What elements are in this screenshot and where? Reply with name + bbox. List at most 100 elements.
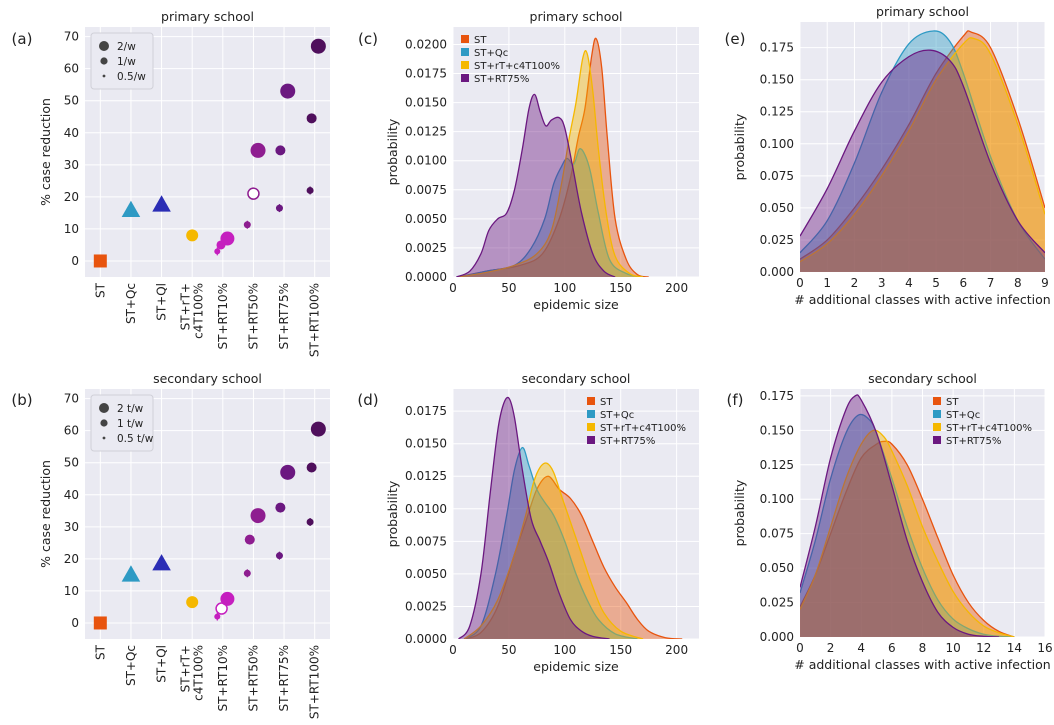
legend-label: ST+Qc — [946, 410, 980, 421]
data-point — [220, 591, 235, 606]
x-tick-label: 5 — [932, 276, 940, 290]
y-tick-label: 0 — [71, 254, 79, 268]
chart-title-f: secondary school — [868, 371, 977, 386]
data-point — [306, 462, 317, 473]
y-tick-label: 0.0025 — [405, 599, 447, 613]
y-tick-label: 0.050 — [760, 561, 794, 575]
x-tick-label: 50 — [501, 281, 516, 295]
legend-label: ST — [946, 397, 959, 408]
y-tick-label: 20 — [64, 552, 79, 566]
area-series-line — [800, 429, 1015, 637]
legend-swatch — [587, 423, 595, 431]
x-tick-label: 8 — [919, 641, 927, 655]
y-tick-label: 10 — [64, 584, 79, 598]
x-axis-label-e: # additional classes with active infecti… — [794, 292, 1050, 307]
x-tick-label: ST+rT+ — [179, 283, 193, 330]
area-series — [800, 30, 1045, 272]
chart-title-e: primary school — [876, 4, 969, 19]
panel-label-b: (b) — [11, 391, 32, 409]
x-tick-label: ST+Ql — [155, 283, 169, 321]
chart-title-c: primary school — [530, 9, 623, 24]
panel-e: (e) primary school probability 0.000 0.025 0.… — [725, 4, 1051, 307]
x-tick-label: ST+RT75% — [277, 283, 291, 349]
panel-d: (d) secondary school probability 0.0000 0.00… — [357, 371, 699, 674]
area-series — [464, 447, 638, 639]
data-point — [310, 38, 326, 54]
panel-label-a: (a) — [12, 30, 33, 48]
x-tick-label: 8 — [1014, 276, 1022, 290]
legend-marker — [100, 57, 108, 65]
legend-swatch — [461, 35, 469, 43]
area-series — [456, 94, 616, 277]
y-axis-label-d: probability — [385, 480, 400, 547]
x-tick-label: 10 — [945, 641, 960, 655]
area-series-line — [458, 148, 644, 277]
panel-label-e: (e) — [725, 30, 746, 48]
y-tick-label: 0 — [71, 616, 79, 630]
area-series-line — [800, 37, 1045, 263]
data-point — [93, 254, 107, 268]
x-tick-label: 9 — [1041, 276, 1049, 290]
legend-a: 2/w 1/w 0.5/w — [90, 32, 154, 90]
x-tick-label: 2 — [827, 641, 835, 655]
y-tick-label: 0.025 — [760, 233, 794, 247]
series-group-d — [458, 396, 683, 639]
y-tick-label: 0.125 — [760, 458, 794, 472]
data-point — [306, 113, 317, 124]
legend-swatch — [933, 397, 941, 405]
y-tick-label: 0.175 — [760, 389, 794, 403]
x-tick-label: 16 — [1037, 641, 1052, 655]
y-tick-label: 0.0075 — [405, 183, 447, 197]
area-series — [458, 397, 610, 639]
series-group-e — [800, 30, 1045, 272]
data-point — [280, 83, 296, 99]
data-point — [243, 569, 251, 577]
y-tick-label: 0.0150 — [405, 96, 447, 110]
panel-c: (c) primary school probability 0.0000 0.0025… — [358, 9, 699, 312]
area-series-line — [458, 50, 644, 277]
area-series-line — [456, 93, 616, 277]
data-point — [275, 552, 283, 560]
x-tick-label: 6 — [888, 641, 896, 655]
y-tick-label: 0.0100 — [405, 502, 447, 516]
data-point — [93, 616, 107, 630]
y-axis-label-e: probability — [732, 113, 747, 180]
area-series — [458, 148, 644, 277]
panel-label-f: (f) — [727, 391, 744, 409]
legend-label: ST+RT75% — [600, 436, 655, 447]
legend-marker — [99, 403, 109, 413]
x-tick-label: ST+Qc — [124, 645, 138, 686]
y-tick-label: 0.0175 — [405, 67, 447, 81]
legend-marker — [102, 436, 106, 440]
y-tick-label: 0.175 — [760, 41, 794, 55]
legend-label: ST+Qc — [600, 410, 634, 421]
area-series-line — [800, 30, 1045, 260]
y-tick-label: 40 — [64, 488, 79, 502]
y-tick-label: 0.150 — [760, 423, 794, 437]
data-point — [121, 200, 141, 218]
legend-label: 1/w — [117, 56, 136, 68]
y-tick-label: 0.0050 — [405, 212, 447, 226]
x-tick-label: ST+rT+ — [179, 645, 193, 692]
data-point — [152, 195, 171, 212]
x-tick-label: 3 — [878, 276, 886, 290]
legend-swatch — [587, 397, 595, 405]
area-series — [464, 462, 644, 639]
y-tick-label: 60 — [64, 62, 79, 76]
x-axis-label-c: epidemic size — [533, 297, 619, 312]
x-tick-label: 7 — [987, 276, 995, 290]
x-tick-label: ST+Ql — [155, 645, 169, 683]
y-tick-label: 0.075 — [760, 169, 794, 183]
legend-label: 0.5/w — [117, 71, 146, 83]
y-tick-label: 20 — [64, 190, 79, 204]
y-axis-label-c: probability — [385, 118, 400, 185]
x-tick-label: c4T100% — [192, 283, 206, 339]
series-group-f — [800, 394, 1015, 637]
x-tick-label: 0 — [796, 641, 804, 655]
legend-label: 2 t/w — [117, 403, 144, 415]
x-tick-label: 14 — [1007, 641, 1022, 655]
x-tick-label: ST+RT100% — [308, 645, 322, 719]
data-point — [306, 186, 314, 194]
legend-f: ST ST+Qc ST+rT+c4T100% ST+RT75% — [933, 397, 1032, 447]
area-series-line — [458, 396, 610, 639]
